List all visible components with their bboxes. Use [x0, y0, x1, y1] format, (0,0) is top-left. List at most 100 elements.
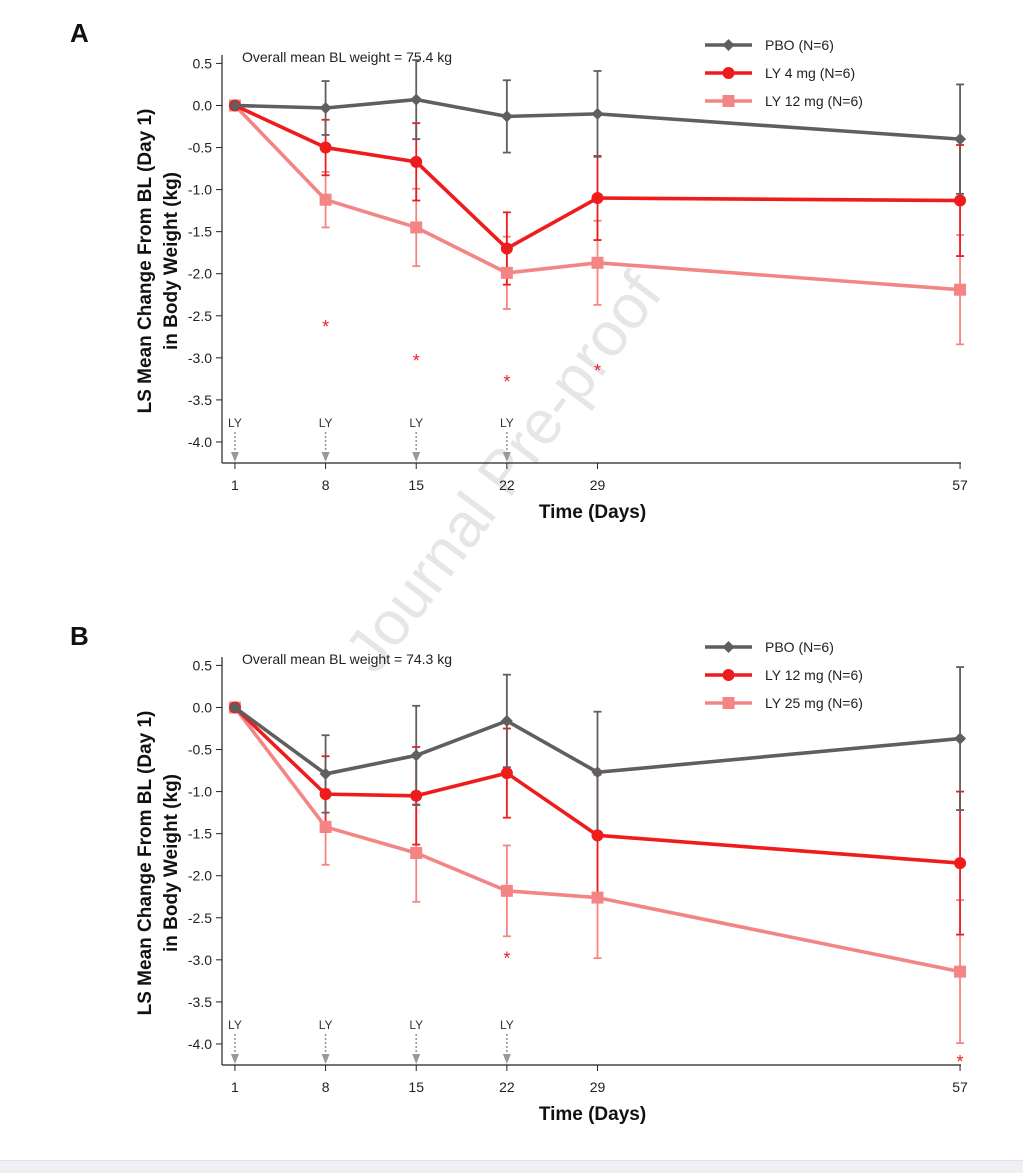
y-tick-label: 0.5: [193, 657, 213, 673]
data-point: [319, 141, 332, 154]
significance-star: *: [594, 361, 601, 381]
dose-marker-label: LY: [409, 1018, 423, 1032]
x-axis-title: Time (Days): [539, 502, 646, 523]
dose-marker-label: LY: [228, 1018, 242, 1032]
x-tick-label: 57: [952, 1079, 968, 1095]
watermark: Journal Pre-proof: [332, 260, 676, 685]
legend-marker: [722, 697, 735, 709]
data-point: [591, 891, 604, 904]
y-tick-label: -1.5: [188, 224, 212, 240]
data-point: [954, 283, 967, 296]
y-tick-label: -3.0: [188, 952, 212, 968]
dose-arrow-head: [412, 452, 421, 462]
baseline-weight-annotation: Overall mean BL weight = 74.3 kg: [242, 651, 452, 667]
data-point: [500, 767, 513, 780]
series-line: [234, 103, 961, 251]
data-point: [319, 820, 332, 833]
y-axis-title-line2: in Body Weight (kg): [161, 172, 182, 350]
y-tick-label: -2.5: [188, 910, 212, 926]
legend-label: LY 12 mg (N=6): [765, 93, 863, 109]
y-tick-label: -3.5: [188, 392, 212, 408]
series-line: [233, 706, 961, 776]
y-tick-label: -0.5: [188, 742, 212, 758]
data-point: [591, 829, 604, 842]
x-tick-label: 15: [408, 477, 424, 493]
data-point: [410, 789, 423, 802]
legend-label: LY 4 mg (N=6): [765, 65, 855, 81]
y-axis-title-line1: LS Mean Change From BL (Day 1): [135, 711, 156, 1016]
dose-arrow-head: [502, 452, 511, 462]
significance-star: *: [413, 351, 420, 371]
data-point: [500, 242, 513, 255]
y-tick-label: -4.0: [188, 1036, 212, 1052]
dose-marker-label: LY: [409, 416, 423, 430]
x-tick-label: 1: [231, 477, 239, 493]
data-point: [500, 110, 513, 123]
x-tick-label: 57: [952, 477, 968, 493]
x-tick-label: 15: [408, 1079, 424, 1095]
legend-label: PBO (N=6): [765, 639, 834, 655]
dose-marker-label: LY: [500, 416, 514, 430]
data-point: [954, 857, 967, 870]
data-point: [500, 714, 513, 727]
significance-star: *: [957, 1052, 964, 1072]
data-point: [228, 701, 241, 714]
data-point: [591, 256, 604, 269]
dose-arrow-head: [412, 1054, 421, 1064]
legend-marker: [722, 39, 735, 51]
panel-a: A 0.5 0.0 -0.5 -1.0 -1.5 -2.0 -2.5 -3.0 -3.5 -4.0 1…: [70, 18, 968, 523]
significance-star: *: [503, 372, 510, 392]
data-point: [319, 101, 332, 114]
y-tick-label: -3.5: [188, 994, 212, 1010]
data-point: [410, 749, 423, 762]
legend-label: PBO (N=6): [765, 37, 834, 53]
x-tick-label: 29: [590, 477, 606, 493]
dose-arrow-head: [230, 452, 239, 462]
data-point: [591, 107, 604, 120]
data-point: [410, 221, 423, 234]
y-tick-label: -1.5: [188, 826, 212, 842]
y-tick-label: -1.0: [188, 182, 212, 198]
series-line: [233, 104, 961, 292]
y-tick-label: -0.5: [188, 140, 212, 156]
x-tick-label: 8: [322, 477, 330, 493]
legend-marker: [722, 67, 735, 79]
dose-marker-label: LY: [319, 1018, 333, 1032]
y-tick-label: -3.0: [188, 350, 212, 366]
data-point: [500, 884, 513, 897]
data-point: [228, 99, 241, 112]
panel-label: A: [70, 18, 89, 48]
y-tick-label: -2.0: [188, 868, 212, 884]
panel-label: B: [70, 621, 89, 651]
x-tick-label: 8: [322, 1079, 330, 1095]
data-point: [954, 965, 967, 978]
dose-arrow-head: [230, 1054, 239, 1064]
legend-marker: [722, 669, 735, 681]
significance-star: *: [322, 317, 329, 337]
y-tick-label: -2.5: [188, 308, 212, 324]
y-axis-title-line2: in Body Weight (kg): [161, 774, 182, 952]
data-point: [319, 788, 332, 801]
y-tick-label: 0.0: [193, 699, 213, 715]
legend-marker: [722, 641, 735, 653]
data-point: [410, 847, 423, 860]
dose-arrow-head: [321, 1054, 330, 1064]
x-tick-label: 22: [499, 1079, 515, 1095]
data-point: [591, 766, 604, 779]
legend-marker: [722, 95, 735, 107]
x-tick-label: 29: [590, 1079, 606, 1095]
y-tick-label: -2.0: [188, 266, 212, 282]
x-axis-title: Time (Days): [539, 1104, 646, 1125]
y-axis-title-line1: LS Mean Change From BL (Day 1): [135, 109, 156, 414]
data-point: [319, 193, 332, 206]
baseline-weight-annotation: Overall mean BL weight = 75.4 kg: [242, 49, 452, 65]
significance-star: *: [503, 949, 510, 969]
y-tick-label: 0.5: [193, 55, 213, 71]
x-tick-label: 22: [499, 477, 515, 493]
legend-label: LY 25 mg (N=6): [765, 695, 863, 711]
dose-marker-label: LY: [319, 416, 333, 430]
x-tick-label: 1: [231, 1079, 239, 1095]
data-point: [954, 732, 967, 745]
y-tick-label: -4.0: [188, 434, 212, 450]
